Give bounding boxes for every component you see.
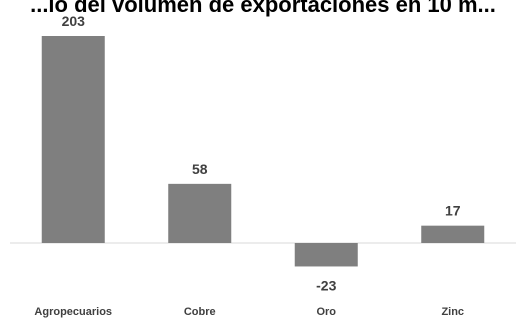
bars-group	[41, 36, 485, 267]
value-label-zinc: 17	[445, 203, 461, 219]
chart-title: ...ió del volumen de exportaciones en 10…	[30, 0, 496, 17]
category-label-oro: Oro	[316, 306, 336, 318]
bar-cobre	[168, 183, 232, 243]
category-label-cobre: Cobre	[184, 306, 216, 318]
bar-oro	[294, 243, 358, 267]
bar-agropecuarios	[41, 36, 105, 243]
bar-zinc	[421, 225, 485, 243]
value-labels-group: 203 58 -23 17	[62, 13, 461, 293]
value-label-oro: -23	[316, 277, 336, 293]
value-label-agropecuarios: 203	[62, 13, 86, 29]
category-label-zinc: Zinc	[441, 306, 464, 318]
value-label-cobre: 58	[192, 161, 208, 177]
category-label-agropecuarios: Agropecuarios	[34, 306, 112, 318]
category-labels-group: Agropecuarios Cobre Oro Zinc	[34, 306, 464, 318]
